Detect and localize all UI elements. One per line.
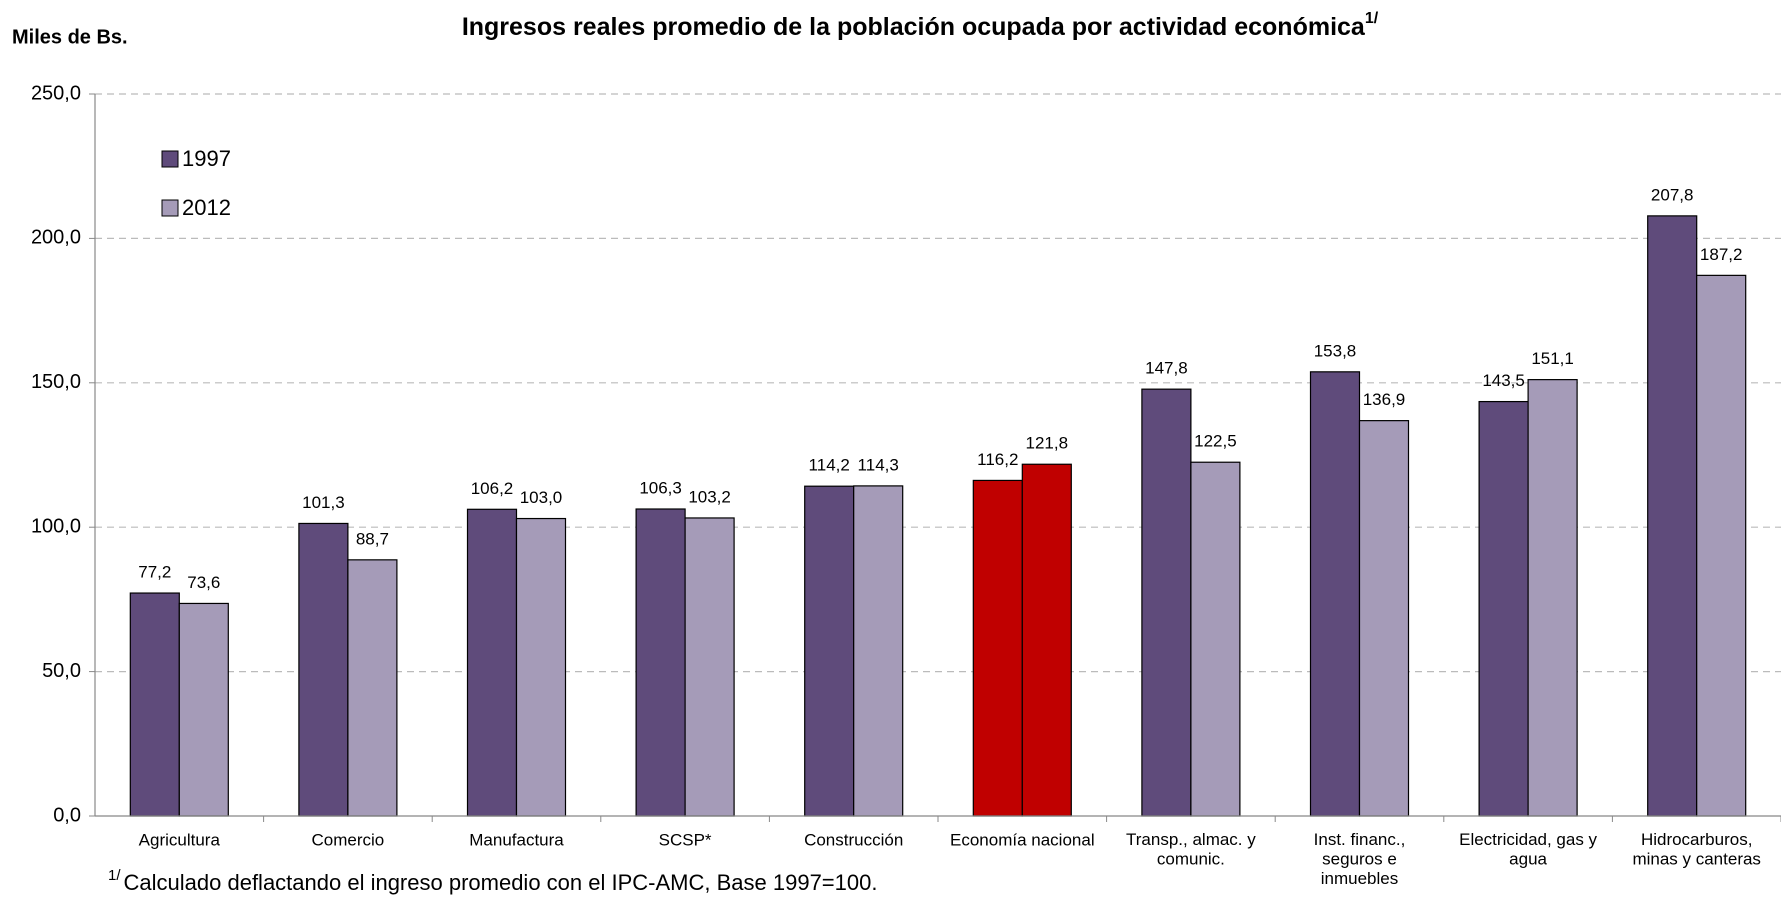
bar xyxy=(129,592,180,817)
x-tick-label: Agricultura xyxy=(139,830,221,849)
y-tick-label: 150,0 xyxy=(31,371,81,393)
bar xyxy=(1696,274,1747,817)
legend-swatch xyxy=(161,199,179,217)
data-label: 207,8 xyxy=(1651,185,1694,204)
label-line: agua xyxy=(1509,850,1547,869)
data-label: 121,8 xyxy=(1026,434,1069,453)
y-tick-label: 0,0 xyxy=(53,804,81,826)
legend-swatch xyxy=(161,150,179,168)
bar xyxy=(298,522,349,817)
chart-title: Ingresos reales promedio de la población… xyxy=(462,10,1379,40)
data-label: 116,2 xyxy=(977,450,1018,469)
bar xyxy=(684,517,735,817)
x-tick-label: SCSP* xyxy=(659,830,712,849)
bar xyxy=(635,508,686,817)
x-tick-label: Transp., almac. y comunic. xyxy=(1126,830,1256,869)
legend-label: 1997 xyxy=(182,146,231,171)
bar xyxy=(972,479,1023,817)
bar xyxy=(1478,400,1529,817)
data-label: 73,6 xyxy=(187,573,220,592)
y-tick-label: 250,0 xyxy=(31,82,81,104)
bar xyxy=(466,508,518,817)
footnote-mark: 1/ xyxy=(108,867,121,884)
data-label: 147,8 xyxy=(1145,359,1188,378)
data-label: 114,3 xyxy=(858,455,899,474)
data-label: 77,2 xyxy=(138,563,171,582)
x-tick-label: Hidrocarburos, minas y canteras xyxy=(1632,830,1761,869)
x-tick-label: Economía nacional xyxy=(950,830,1095,849)
data-label: 103,0 xyxy=(520,488,563,507)
bar xyxy=(1190,461,1241,817)
footnote: 1/Calculado deflactando el ingreso prome… xyxy=(108,867,877,895)
title-note: 1/ xyxy=(1365,10,1379,27)
label-line: Inst. financ., xyxy=(1314,830,1406,849)
label-line: Transp., almac. y xyxy=(1126,830,1256,849)
data-label: 114,2 xyxy=(809,456,850,475)
data-label: 103,2 xyxy=(688,487,731,506)
bar xyxy=(1647,215,1698,817)
title-text: Ingresos reales promedio de la población… xyxy=(462,13,1366,41)
bar xyxy=(1141,388,1192,817)
y-tick-label: 100,0 xyxy=(31,515,81,537)
data-label: 151,1 xyxy=(1531,349,1574,368)
label-line: minas y canteras xyxy=(1632,850,1761,869)
data-label: 101,3 xyxy=(302,493,345,512)
bar xyxy=(1358,420,1410,817)
data-label: 122,5 xyxy=(1194,432,1237,451)
label-line: comunic. xyxy=(1157,850,1225,869)
y-tick-label: 50,0 xyxy=(42,660,81,682)
bar xyxy=(1309,371,1361,817)
footnote-text: Calculado deflactando el ingreso promedi… xyxy=(124,870,878,895)
label-line: inmuebles xyxy=(1321,870,1399,889)
data-label: 187,2 xyxy=(1700,245,1743,264)
data-label: 143,5 xyxy=(1482,371,1525,390)
data-label: 153,8 xyxy=(1314,341,1357,360)
label-line: seguros e xyxy=(1322,850,1397,869)
label-line: Hidrocarburos, xyxy=(1641,830,1753,849)
y-tick-label: 200,0 xyxy=(31,227,81,249)
bar xyxy=(515,517,567,817)
y-axis-label: Miles de Bs. xyxy=(12,26,128,48)
data-label: 106,2 xyxy=(471,479,514,498)
bar xyxy=(178,602,229,817)
data-label: 106,3 xyxy=(639,478,682,497)
x-tick-label: Electricidad, gas y agua xyxy=(1459,830,1597,869)
x-tick-label: Manufactura xyxy=(469,830,564,849)
x-tick-label: Comercio xyxy=(312,830,385,849)
bar xyxy=(804,485,855,817)
bar xyxy=(347,559,398,817)
label-line: Electricidad, gas y xyxy=(1459,830,1597,849)
legend-label: 2012 xyxy=(182,195,231,220)
x-tick-label: Inst. financ., seguros e inmuebles xyxy=(1314,830,1406,888)
data-label: 136,9 xyxy=(1363,390,1406,409)
x-tick-label: Construcción xyxy=(804,830,903,849)
bar xyxy=(853,485,904,817)
data-label: 88,7 xyxy=(356,529,389,548)
bar xyxy=(1021,463,1072,817)
bar xyxy=(1527,379,1578,817)
